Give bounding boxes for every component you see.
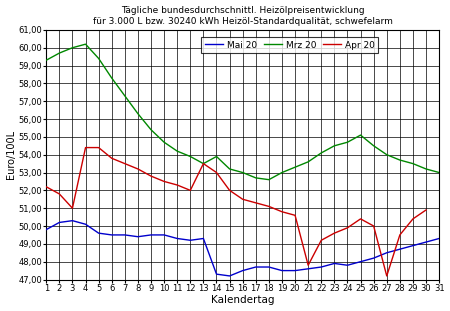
Mai 20 xyxy=(175,237,180,240)
Mai 20 xyxy=(253,265,258,269)
Mrz 20 xyxy=(319,151,324,155)
Mai 20 xyxy=(410,244,416,248)
Mrz 20 xyxy=(188,155,193,158)
Apr 20 xyxy=(423,208,429,212)
Mrz 20 xyxy=(57,51,62,55)
Line: Mai 20: Mai 20 xyxy=(46,221,439,276)
Apr 20 xyxy=(44,185,49,189)
X-axis label: Kalendertag: Kalendertag xyxy=(211,295,274,305)
Mai 20 xyxy=(188,239,193,242)
Mai 20 xyxy=(371,256,376,260)
Apr 20 xyxy=(96,146,101,150)
Mrz 20 xyxy=(214,155,219,158)
Mai 20 xyxy=(83,222,88,226)
Mrz 20 xyxy=(358,133,363,137)
Mai 20 xyxy=(306,267,311,271)
Mai 20 xyxy=(279,269,285,272)
Mrz 20 xyxy=(240,171,245,174)
Apr 20 xyxy=(292,213,298,217)
Mrz 20 xyxy=(436,171,442,174)
Mrz 20 xyxy=(70,46,75,50)
Apr 20 xyxy=(332,231,337,235)
Mai 20 xyxy=(319,265,324,269)
Mai 20 xyxy=(423,240,429,244)
Apr 20 xyxy=(70,206,75,210)
Apr 20 xyxy=(240,197,245,201)
Mrz 20 xyxy=(306,160,311,164)
Mai 20 xyxy=(214,272,219,276)
Mai 20 xyxy=(57,220,62,224)
Mrz 20 xyxy=(410,162,416,165)
Apr 20 xyxy=(253,201,258,205)
Mai 20 xyxy=(358,260,363,263)
Y-axis label: Euro/100L: Euro/100L xyxy=(5,130,16,179)
Apr 20 xyxy=(57,192,62,196)
Mrz 20 xyxy=(122,94,127,98)
Mrz 20 xyxy=(148,128,154,132)
Mai 20 xyxy=(397,247,403,251)
Apr 20 xyxy=(266,205,272,208)
Mrz 20 xyxy=(345,140,350,144)
Mrz 20 xyxy=(266,178,272,182)
Legend: Mai 20, Mrz 20, Apr 20: Mai 20, Mrz 20, Apr 20 xyxy=(201,37,378,53)
Mai 20 xyxy=(266,265,272,269)
Mai 20 xyxy=(135,235,140,239)
Apr 20 xyxy=(358,217,363,221)
Apr 20 xyxy=(135,167,140,171)
Apr 20 xyxy=(214,171,219,174)
Apr 20 xyxy=(201,162,206,165)
Mai 20 xyxy=(436,237,442,240)
Mrz 20 xyxy=(175,149,180,153)
Line: Apr 20: Apr 20 xyxy=(46,148,426,276)
Mai 20 xyxy=(70,219,75,223)
Mrz 20 xyxy=(96,57,101,60)
Mai 20 xyxy=(384,251,389,255)
Mrz 20 xyxy=(423,167,429,171)
Mai 20 xyxy=(44,228,49,231)
Apr 20 xyxy=(371,224,376,228)
Mrz 20 xyxy=(397,158,403,162)
Apr 20 xyxy=(397,233,403,237)
Mai 20 xyxy=(332,262,337,265)
Mai 20 xyxy=(227,274,232,278)
Apr 20 xyxy=(188,188,193,192)
Line: Mrz 20: Mrz 20 xyxy=(46,44,439,180)
Mrz 20 xyxy=(384,153,389,156)
Apr 20 xyxy=(227,188,232,192)
Mai 20 xyxy=(201,237,206,240)
Mrz 20 xyxy=(201,162,206,165)
Apr 20 xyxy=(319,239,324,242)
Mrz 20 xyxy=(279,171,285,174)
Apr 20 xyxy=(148,174,154,178)
Mai 20 xyxy=(345,263,350,267)
Mrz 20 xyxy=(44,58,49,62)
Title: Tägliche bundesdurchschnittl. Heizölpreisentwicklung
für 3.000 L bzw. 30240 kWh : Tägliche bundesdurchschnittl. Heizölprei… xyxy=(93,6,393,26)
Apr 20 xyxy=(384,274,389,278)
Apr 20 xyxy=(175,183,180,187)
Mrz 20 xyxy=(135,112,140,116)
Mai 20 xyxy=(240,269,245,272)
Mrz 20 xyxy=(292,165,298,169)
Mai 20 xyxy=(96,231,101,235)
Mrz 20 xyxy=(253,176,258,180)
Mrz 20 xyxy=(109,76,114,80)
Mrz 20 xyxy=(227,167,232,171)
Apr 20 xyxy=(162,179,167,183)
Mrz 20 xyxy=(371,144,376,148)
Mai 20 xyxy=(109,233,114,237)
Mrz 20 xyxy=(83,42,88,46)
Mai 20 xyxy=(148,233,154,237)
Apr 20 xyxy=(345,226,350,230)
Apr 20 xyxy=(83,146,88,150)
Mai 20 xyxy=(122,233,127,237)
Mrz 20 xyxy=(332,144,337,148)
Apr 20 xyxy=(306,263,311,267)
Mai 20 xyxy=(292,269,298,272)
Apr 20 xyxy=(279,210,285,214)
Apr 20 xyxy=(410,217,416,221)
Mrz 20 xyxy=(162,140,167,144)
Apr 20 xyxy=(122,162,127,165)
Apr 20 xyxy=(109,156,114,160)
Mai 20 xyxy=(162,233,167,237)
